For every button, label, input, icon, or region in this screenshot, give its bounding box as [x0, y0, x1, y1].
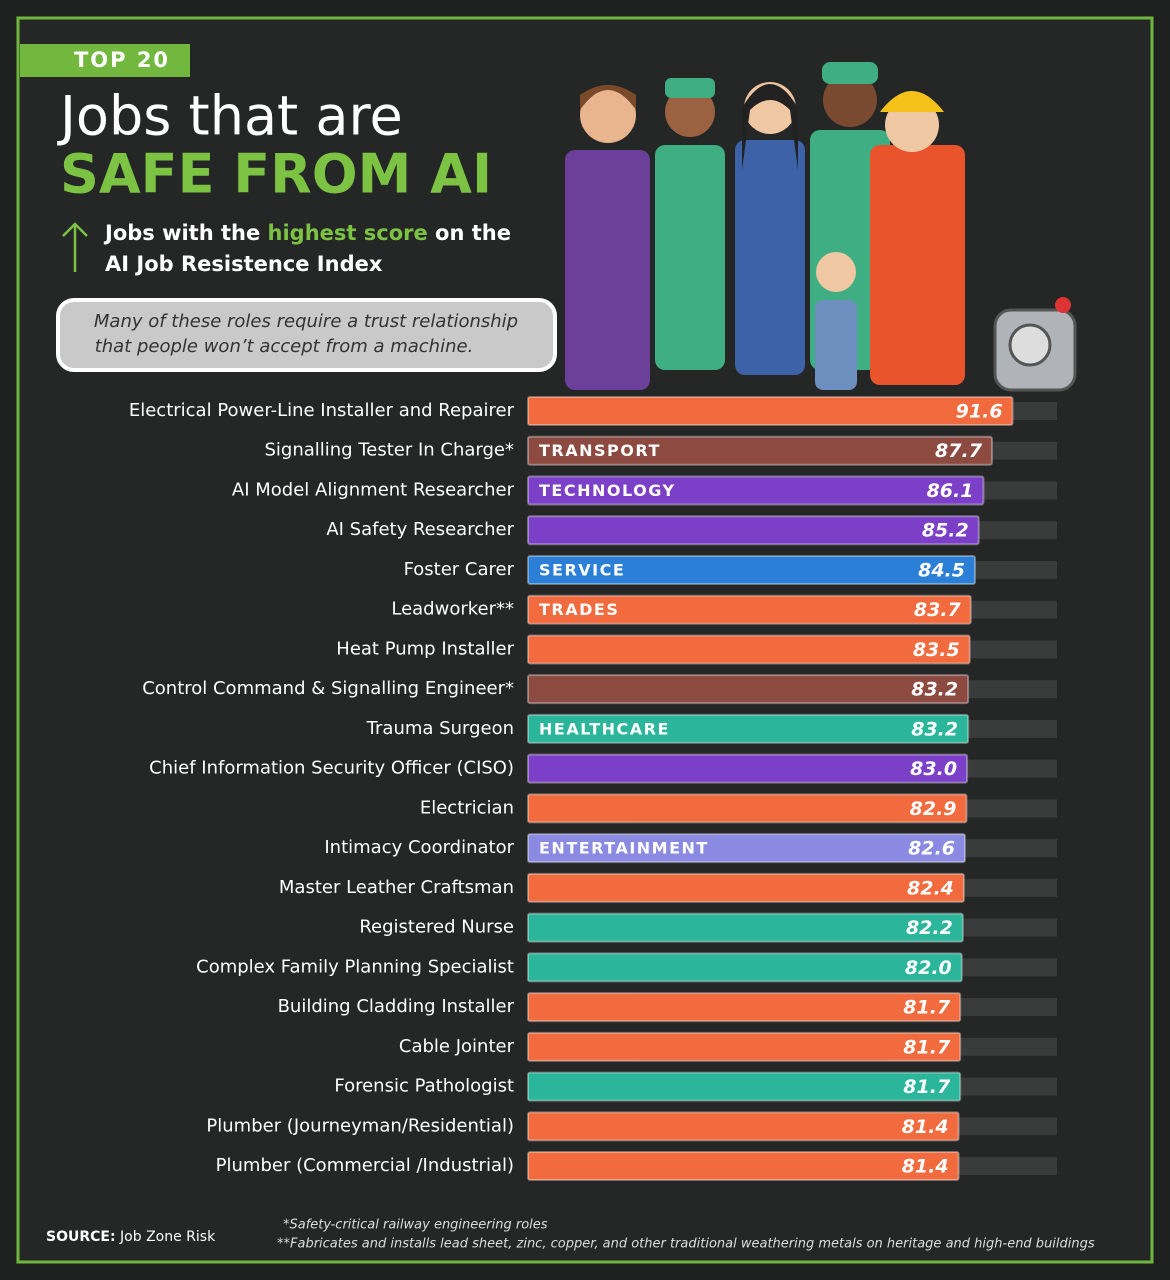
arrow-head — [62, 222, 88, 237]
source-label: SOURCE: — [46, 1229, 116, 1245]
value-label: 82.4 — [907, 877, 954, 899]
category-label: Master Leather Craftsman — [279, 877, 514, 898]
value-label: 82.2 — [906, 917, 953, 939]
bar — [527, 833, 966, 864]
category-label: Intimacy Coordinator — [324, 837, 514, 858]
subtitle: AI Job Resistence Index — [105, 252, 383, 276]
value-label: 82.9 — [910, 798, 957, 820]
sector-tag: TECHNOLOGY — [539, 481, 676, 500]
bar — [527, 634, 971, 665]
bar — [527, 793, 968, 824]
bar — [527, 674, 970, 705]
category-label: Registered Nurse — [359, 917, 514, 938]
category-label: Foster Carer — [404, 559, 515, 580]
category-label: AI Model Alignment Researcher — [232, 479, 515, 500]
category-label: Plumber (Journeyman/Residential) — [206, 1115, 514, 1136]
source: SOURCE: Job Zone Risk — [46, 1229, 216, 1245]
value-label: 83.0 — [910, 758, 957, 780]
bar — [527, 1151, 960, 1182]
category-label: Plumber (Commercial /Industrial) — [216, 1155, 514, 1176]
bar — [527, 952, 963, 983]
value-label: 81.7 — [903, 1036, 951, 1058]
value-label: 81.4 — [902, 1116, 949, 1138]
category-label: Cable Jointer — [399, 1036, 515, 1057]
title: Jobs that are — [57, 85, 403, 148]
sector-tag: TRANSPORT — [539, 441, 661, 460]
category-label: Forensic Pathologist — [334, 1076, 514, 1097]
value-label: 85.2 — [922, 520, 969, 542]
bar — [527, 1111, 960, 1142]
value-label: 91.6 — [956, 401, 1003, 423]
value-label: 81.4 — [902, 1156, 949, 1178]
bar — [527, 435, 993, 466]
value-label: 81.7 — [903, 1076, 951, 1098]
category-label: Control Command & Signalling Engineer* — [142, 678, 514, 699]
value-label: 83.5 — [913, 639, 960, 661]
bar — [527, 1031, 962, 1062]
category-label: Electrician — [420, 797, 514, 818]
subtitle-highlight: highest score — [268, 221, 428, 245]
bar — [527, 912, 964, 943]
category-label: Signalling Tester In Charge* — [264, 440, 514, 461]
badge-box — [20, 44, 190, 77]
value-label: 83.7 — [914, 599, 962, 621]
value-label: 84.5 — [918, 559, 965, 581]
bar — [527, 515, 980, 546]
value-label: 81.7 — [903, 997, 951, 1019]
bar — [527, 1071, 962, 1102]
category-label: AI Safety Researcher — [326, 519, 514, 540]
note: Many of these roles require a trust rela… — [94, 311, 518, 332]
value-label: 83.2 — [911, 679, 958, 701]
bar — [527, 872, 965, 903]
note: that people won’t accept from a machine. — [95, 336, 474, 357]
category-label: Building Cladding Installer — [278, 996, 515, 1017]
subtitle-part: Jobs with the — [103, 221, 260, 245]
subtitle-part: on the — [435, 221, 511, 245]
bar — [527, 396, 1014, 426]
bar — [527, 475, 985, 506]
source-value: Job Zone Risk — [119, 1229, 216, 1245]
category-label: Leadworker** — [391, 599, 514, 620]
value-label: 86.1 — [927, 480, 974, 502]
bar — [527, 992, 962, 1023]
value-label: 82.0 — [905, 957, 952, 979]
note-box — [56, 298, 557, 372]
sector-tag: HEALTHCARE — [539, 719, 670, 738]
value-label: 83.2 — [911, 718, 958, 740]
sector-tag: ENTERTAINMENT — [539, 839, 709, 858]
category-label: Heat Pump Installer — [336, 638, 514, 659]
footnote: **Fabricates and installs lead sheet, zi… — [277, 1237, 1095, 1252]
category-label: Complex Family Planning Specialist — [196, 956, 514, 977]
bar — [527, 554, 977, 585]
bar — [527, 594, 972, 625]
category-label: Trauma Surgeon — [366, 718, 514, 739]
sector-tag: SERVICE — [539, 560, 625, 579]
subtitle: Jobs with the highest score on the — [103, 221, 511, 245]
footnote: *Safety-critical railway engineering rol… — [283, 1218, 548, 1233]
value-label: 82.6 — [908, 838, 955, 860]
value-label: 87.7 — [935, 440, 983, 462]
category-label: Chief Information Security Officer (CISO… — [149, 758, 514, 779]
category-label: Electrical Power-Line Installer and Repa… — [129, 400, 515, 421]
bar — [527, 713, 970, 744]
bar — [527, 753, 969, 784]
title-highlight: SAFE FROM AI — [60, 143, 492, 206]
sector-tag: TRADES — [539, 600, 619, 619]
illustration — [565, 62, 1077, 392]
badge: TOP 20 — [74, 48, 170, 72]
